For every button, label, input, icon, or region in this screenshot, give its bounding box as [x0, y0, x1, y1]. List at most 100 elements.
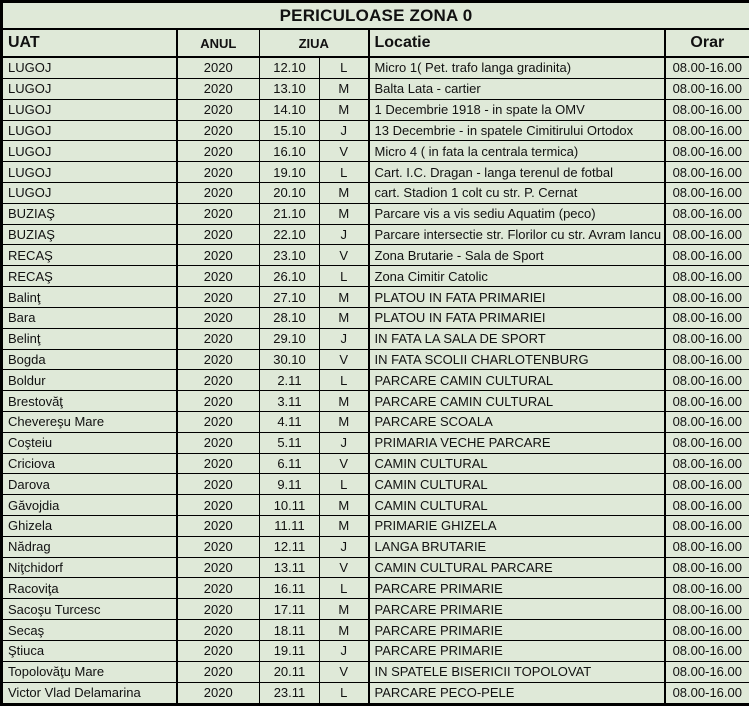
cell-orar: 08.00-16.00: [663, 390, 749, 412]
cell-uat: Secaş: [1, 619, 177, 641]
cell-uat: Topolovăţu Mare: [1, 660, 177, 683]
cell-anul: 2020: [175, 473, 260, 496]
cell-uat: Bara: [1, 306, 177, 329]
cell-uat: Racoviţa: [1, 577, 177, 600]
cell-locatie: CAMIN CULTURAL: [367, 494, 665, 517]
cell-locatie: CAMIN CULTURAL: [367, 452, 665, 475]
cell-locatie: PARCARE SCOALA: [367, 410, 665, 433]
cell-ziua-zi: L: [319, 369, 369, 392]
cell-anul: 2020: [175, 681, 260, 706]
cell-orar: 08.00-16.00: [663, 556, 749, 579]
cell-ziua-zi: M: [319, 306, 369, 329]
cell-uat: LUGOJ: [1, 182, 177, 204]
cell-orar: 08.00-16.00: [663, 515, 749, 537]
table-row: Coşteiu 2020 5.11 J PRIMARIA VECHE PARCARE 08…: [1, 431, 749, 454]
cell-anul: 2020: [175, 244, 260, 267]
cell-ziua-zi: M: [319, 202, 369, 225]
cell-uat: Găvojdia: [1, 494, 177, 517]
cell-locatie: 1 Decembrie 1918 - in spate la OMV: [367, 98, 665, 121]
cell-ziua-data: 17.11: [259, 598, 320, 621]
cell-orar: 08.00-16.00: [663, 244, 749, 267]
cell-ziua-zi: M: [319, 98, 369, 121]
table-row: Criciova 2020 6.11 V CAMIN CULTURAL 08.00-16.…: [1, 452, 749, 475]
cell-orar: 08.00-16.00: [663, 639, 749, 662]
cell-ziua-data: 23.10: [259, 244, 320, 267]
cell-ziua-zi: L: [319, 473, 369, 496]
cell-orar: 08.00-16.00: [663, 348, 749, 371]
cell-uat: LUGOJ: [1, 98, 177, 121]
cell-orar: 08.00-16.00: [663, 598, 749, 621]
cell-anul: 2020: [175, 556, 260, 579]
col-header-locatie: Locatie: [367, 28, 665, 58]
cell-ziua-zi: J: [319, 431, 369, 454]
cell-orar: 08.00-16.00: [663, 265, 749, 288]
cell-ziua-data: 12.11: [259, 535, 320, 558]
cell-locatie: 13 Decembrie - in spatele Cimitirului Or…: [367, 119, 665, 142]
cell-uat: BUZIAŞ: [1, 202, 177, 225]
table-row: LUGOJ 2020 16.10 V Micro 4 ( in fata la cent…: [1, 140, 749, 163]
cell-locatie: Zona Brutarie - Sala de Sport: [367, 244, 665, 267]
cell-orar: 08.00-16.00: [663, 369, 749, 392]
cell-locatie: Cart. I.C. Dragan - langa terenul de fot…: [367, 161, 665, 184]
table-row: Ghizela 2020 11.11 M PRIMARIE GHIZELA 08.00-1…: [1, 515, 749, 537]
cell-uat: Boldur: [1, 369, 177, 392]
cell-locatie: Parcare vis a vis sediu Aquatim (peco): [367, 202, 665, 225]
table-row: Găvojdia 2020 10.11 M CAMIN CULTURAL 08.00-16…: [1, 494, 749, 517]
cell-ziua-zi: J: [319, 223, 369, 246]
header-row: UAT ANUL ZIUA Locatie Orar: [1, 28, 749, 58]
cell-locatie: IN FATA SCOLII CHARLOTENBURG: [367, 348, 665, 371]
cell-ziua-zi: V: [319, 140, 369, 163]
cell-ziua-zi: L: [319, 56, 369, 79]
cell-locatie: PARCARE CAMIN CULTURAL: [367, 369, 665, 392]
cell-anul: 2020: [175, 140, 260, 163]
cell-locatie: PLATOU IN FATA PRIMARIEI: [367, 286, 665, 308]
table-row: Brestovăţ 2020 3.11 M PARCARE CAMIN CULTURAL…: [1, 390, 749, 412]
cell-ziua-data: 26.10: [259, 265, 320, 288]
table-row: Niţchidorf 2020 13.11 V CAMIN CULTURAL PARCA…: [1, 556, 749, 579]
cell-ziua-data: 28.10: [259, 306, 320, 329]
cell-ziua-data: 18.11: [259, 619, 320, 641]
cell-locatie: CAMIN CULTURAL PARCARE: [367, 556, 665, 579]
cell-ziua-data: 10.11: [259, 494, 320, 517]
table-row: Belinţ 2020 29.10 J IN FATA LA SALA DE SPORT…: [1, 327, 749, 350]
cell-anul: 2020: [175, 161, 260, 184]
cell-ziua-zi: J: [319, 535, 369, 558]
table-row: BUZIAŞ 2020 22.10 J Parcare intersectie str.…: [1, 223, 749, 246]
col-header-uat: UAT: [1, 28, 177, 58]
cell-locatie: PRIMARIE GHIZELA: [367, 515, 665, 537]
cell-locatie: Zona Cimitir Catolic: [367, 265, 665, 288]
cell-locatie: Micro 4 ( in fata la centrala termica): [367, 140, 665, 163]
table-row: Bara 2020 28.10 M PLATOU IN FATA PRIMARIEI 08…: [1, 306, 749, 329]
cell-locatie: PARCARE CAMIN CULTURAL: [367, 390, 665, 412]
cell-ziua-data: 15.10: [259, 119, 320, 142]
cell-locatie: Parcare intersectie str. Florilor cu str…: [367, 223, 665, 246]
cell-ziua-zi: J: [319, 119, 369, 142]
cell-uat: Ghizela: [1, 515, 177, 537]
title-row: PERICULOASE ZONA 0: [0, 1, 749, 30]
cell-uat: Niţchidorf: [1, 556, 177, 579]
cell-uat: Brestovăţ: [1, 390, 177, 412]
table-row: LUGOJ 2020 14.10 M 1 Decembrie 1918 - in spa…: [1, 98, 749, 121]
cell-anul: 2020: [175, 369, 260, 392]
cell-uat: Coşteiu: [1, 431, 177, 454]
cell-anul: 2020: [175, 98, 260, 121]
cell-uat: Ştiuca: [1, 639, 177, 662]
cell-ziua-zi: M: [319, 619, 369, 641]
cell-locatie: PARCARE PRIMARIE: [367, 619, 665, 641]
cell-uat: LUGOJ: [1, 56, 177, 79]
table-row: Secaş 2020 18.11 M PARCARE PRIMARIE 08.00-16.…: [1, 619, 749, 641]
cell-locatie: IN SPATELE BISERICII TOPOLOVAT: [367, 660, 665, 683]
table-row: Nădrag 2020 12.11 J LANGA BRUTARIE 08.00-16.0…: [1, 535, 749, 558]
col-header-ziua: ZIUA: [259, 28, 369, 58]
cell-anul: 2020: [175, 348, 260, 371]
cell-anul: 2020: [175, 223, 260, 246]
cell-ziua-zi: M: [319, 494, 369, 517]
cell-orar: 08.00-16.00: [663, 660, 749, 683]
cell-locatie: Balta Lata - cartier: [367, 77, 665, 100]
cell-locatie: IN FATA LA SALA DE SPORT: [367, 327, 665, 350]
cell-uat: RECAŞ: [1, 265, 177, 288]
cell-uat: Darova: [1, 473, 177, 496]
cell-ziua-data: 29.10: [259, 327, 320, 350]
cell-anul: 2020: [175, 306, 260, 329]
cell-uat: LUGOJ: [1, 140, 177, 163]
